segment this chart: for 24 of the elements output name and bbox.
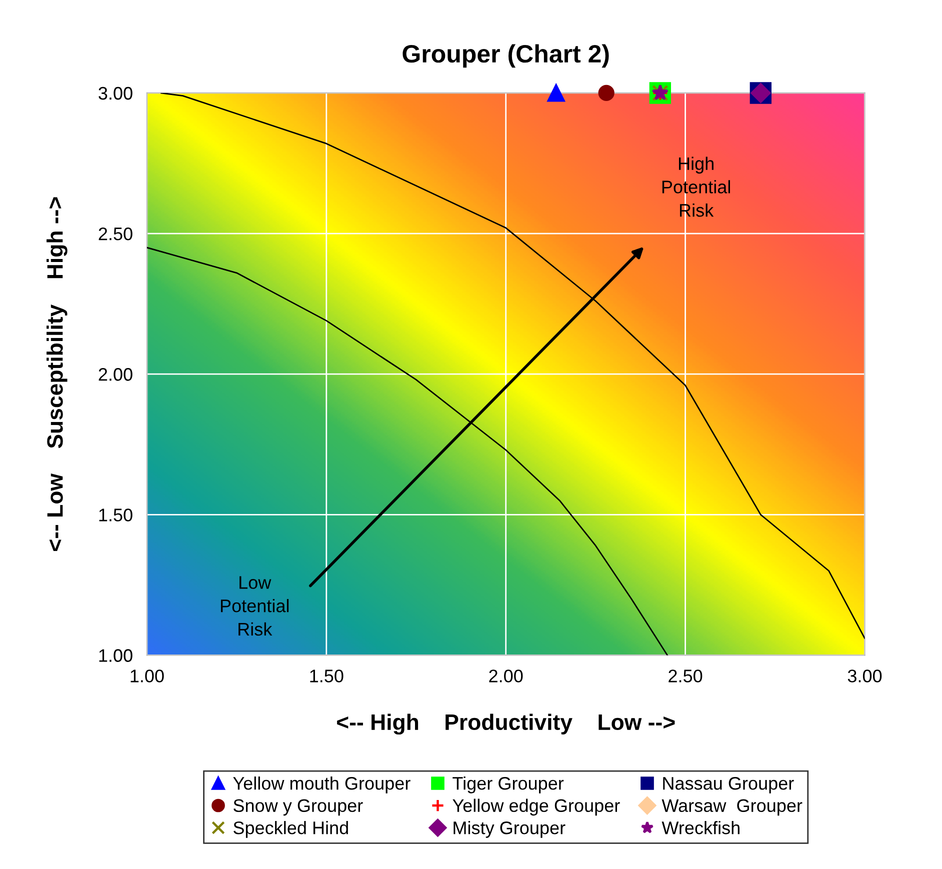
x-axis-title: <-- High Productivity Low --> <box>337 714 675 735</box>
legend-label: Tiger Grouper <box>452 776 564 794</box>
legend-label: Speckled Hind <box>234 820 348 838</box>
legend-label: Snow y Grouper <box>234 799 363 816</box>
y-tick-label: 3.00 <box>98 86 132 100</box>
legend-label: Yellow mouth Grouper <box>233 776 410 794</box>
legend-label: Misty Grouper <box>454 820 566 838</box>
x-tick-label: 1.50 <box>310 670 344 682</box>
x-tick-label: 3.00 <box>848 670 882 682</box>
legend-label: Nassau Grouper <box>663 776 794 794</box>
y-tick-label: 1.50 <box>99 508 132 522</box>
annotation: Low Potential Risk <box>220 576 289 636</box>
y-tick-label: 2.00 <box>98 368 132 381</box>
legend-label: Warsaw Grouper <box>662 799 802 816</box>
legend-label: Wreckfish <box>662 820 740 834</box>
x-tick-label: 2.00 <box>489 670 523 682</box>
x-tick-label: 1.00 <box>130 670 164 682</box>
chart-title: Grouper (Chart 2) <box>402 44 609 68</box>
line-series <box>146 246 668 656</box>
y-axis-title: <-- Low Susceptibility High --> <box>46 197 68 551</box>
legend-label: Yellow edge Grouper <box>452 798 620 816</box>
x-tick-label: 2.50 <box>668 670 702 682</box>
y-tick-label: 2.50 <box>98 227 132 240</box>
y-tick-label: 1.00 <box>99 649 132 662</box>
